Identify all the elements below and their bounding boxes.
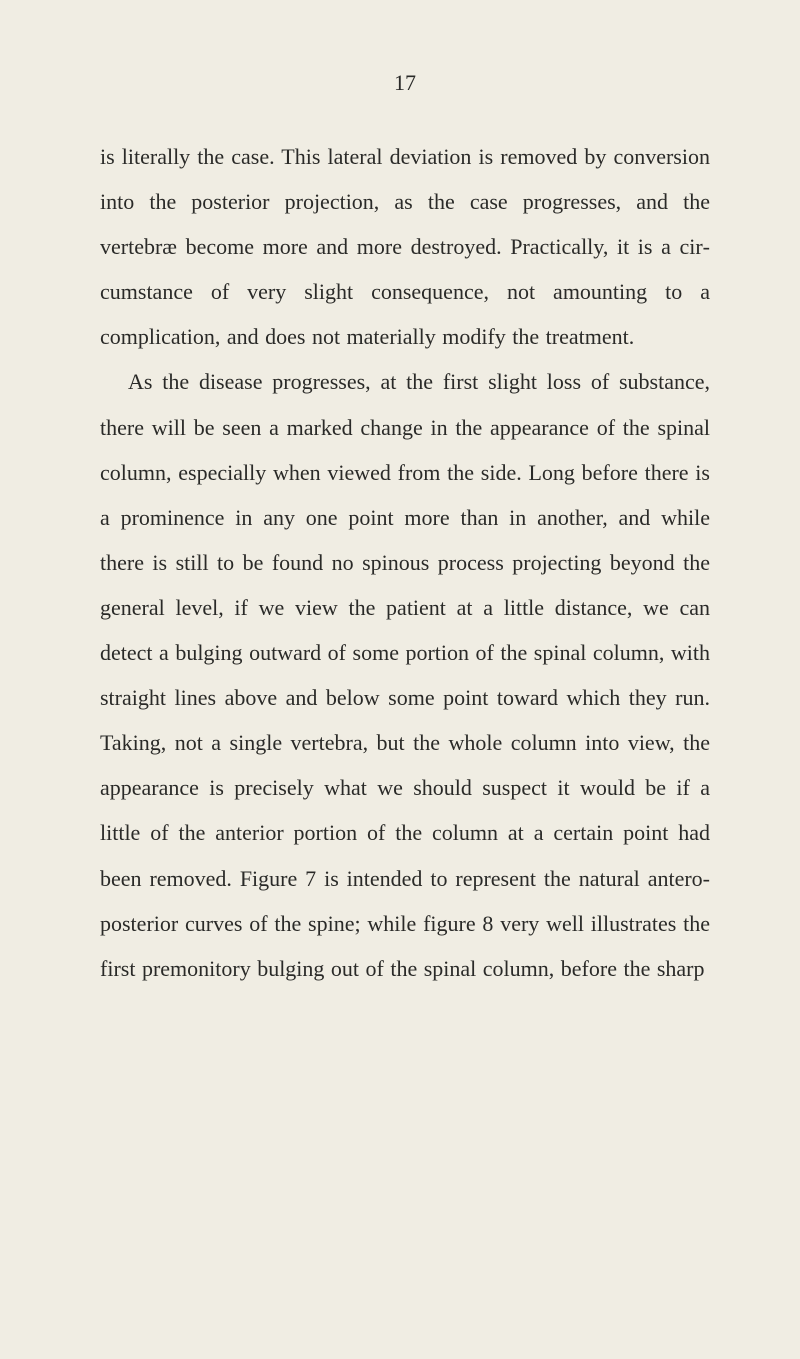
paragraph-2: As the disease progresses, at the first … bbox=[100, 359, 710, 990]
document-page: 17 is literally the case. This lateral d… bbox=[0, 0, 800, 1051]
body-text: is literally the case. This lateral devi… bbox=[100, 134, 710, 991]
page-number: 17 bbox=[100, 70, 710, 96]
paragraph-1: is literally the case. This lateral devi… bbox=[100, 134, 710, 359]
